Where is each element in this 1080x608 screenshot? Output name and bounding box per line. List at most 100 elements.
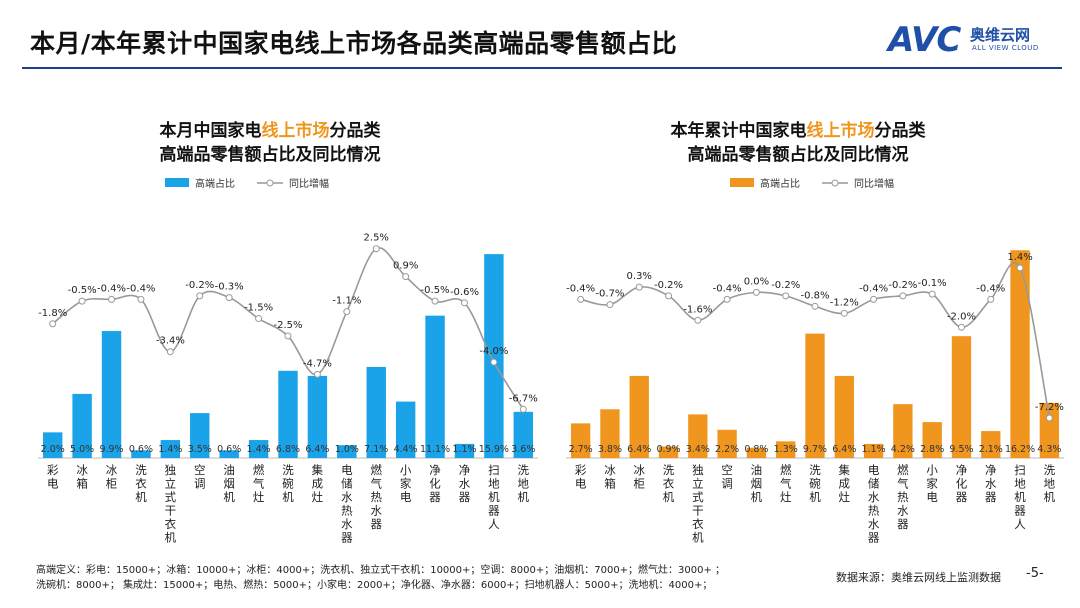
ytd-line-label-12: -0.1%: [918, 278, 947, 289]
monthly-category-label-15: 扫地机器人: [488, 463, 500, 531]
monthly-category-char: 地: [518, 477, 530, 491]
monthly-bar-3: [131, 450, 151, 458]
ytd-category-label-12: 小家电: [926, 463, 938, 504]
monthly-legend-bar-swatch: [165, 178, 189, 187]
footnote-line-2: 洗碗机：8000+； 集成灶：15000+；电热、燃热：5000+；小家电：20…: [36, 580, 713, 591]
monthly-category-char: 干: [165, 504, 177, 518]
monthly-line-point-15: [490, 358, 498, 366]
monthly-category-char: 集: [312, 463, 324, 477]
monthly-bar-label-1: 5.0%: [70, 444, 94, 455]
monthly-category-char: 气: [253, 477, 265, 491]
ytd-bar-label-13: 9.5%: [949, 444, 973, 455]
ytd-bar-14: [981, 431, 1001, 458]
monthly-bar-9: [307, 375, 328, 458]
monthly-bar-label-2: 9.9%: [99, 444, 123, 455]
monthly-legend-line-marker: [266, 179, 274, 187]
ytd-category-char: 扫: [1014, 463, 1026, 477]
ytd-bar-16: [1039, 402, 1060, 458]
ytd-category-label-15: 扫地机器人: [1014, 463, 1026, 531]
ytd-bar-2: [629, 375, 649, 458]
ytd-line-label-5: -0.4%: [713, 283, 742, 294]
ytd-category-label-9: 集成灶: [839, 463, 851, 504]
monthly-category-label-12: 小家电: [400, 463, 412, 504]
ytd-category-char: 人: [1014, 517, 1026, 531]
monthly-bar-label-8: 6.8%: [276, 444, 300, 455]
ytd-legend-line-marker: [831, 179, 839, 187]
monthly-category-char: 水: [459, 477, 471, 491]
ytd-line-label-2: 0.3%: [627, 271, 652, 282]
ytd-category-char: 热: [868, 504, 880, 518]
monthly-line-label-5: -0.2%: [185, 280, 214, 291]
ytd-bar-4: [688, 414, 708, 458]
ytd-category-label-2: 冰柜: [633, 463, 645, 491]
monthly-bar-label-7: 1.4%: [247, 444, 271, 455]
ytd-category-char: 净: [956, 463, 968, 477]
monthly-category-char: 衣: [165, 517, 177, 531]
ytd-line-label-11: -0.2%: [888, 280, 917, 291]
ytd-category-label-4: 独立式干衣机: [692, 463, 704, 545]
ytd-category-char: 灶: [839, 490, 851, 504]
monthly-category-char: 式: [165, 490, 177, 504]
ytd-line-label-14: -0.4%: [976, 283, 1005, 294]
ytd-category-char: 储: [868, 477, 880, 491]
ytd-bar-label-12: 2.8%: [920, 444, 944, 455]
ytd-category-char: 柜: [633, 477, 645, 491]
ytd-category-char: 电: [926, 490, 938, 504]
ytd-category-char: 器: [868, 531, 880, 545]
ytd-category-char: 机: [1044, 490, 1056, 504]
monthly-line-point-0: [49, 320, 57, 328]
monthly-line-point-1: [78, 297, 86, 305]
ytd-category-label-0: 彩电: [575, 463, 587, 491]
monthly-category-char: 洗: [282, 463, 294, 477]
monthly-category-char: 扫: [488, 463, 500, 477]
ytd-category-char: 衣: [692, 517, 704, 531]
ytd-category-char: 洗: [1044, 463, 1056, 477]
monthly-bar-label-15: 15.9%: [479, 444, 509, 455]
monthly-bar-label-0: 2.0%: [41, 444, 65, 455]
monthly-category-char: 机: [488, 490, 500, 504]
monthly-category-char: 器: [370, 517, 382, 531]
ytd-line-point-16: [1045, 414, 1053, 422]
ytd-category-label-10: 电储水热水器: [868, 463, 880, 545]
ytd-category-char: 碗: [809, 477, 821, 491]
monthly-category-char: 地: [488, 477, 500, 491]
monthly-bar-label-12: 4.4%: [394, 444, 418, 455]
ytd-line-label-15: 1.4%: [1007, 252, 1032, 263]
ytd-line-label-9: -1.2%: [830, 297, 859, 308]
monthly-category-char: 冰: [76, 463, 88, 477]
ytd-bar-label-7: 1.3%: [774, 444, 798, 455]
ytd-line-point-15: [1016, 264, 1024, 272]
monthly-bar-label-11: 7.1%: [364, 444, 388, 455]
header: 本月/本年累计中国家电线上市场各品类高端品零售额占比 AVC 奥维云网 ALL …: [0, 0, 1080, 70]
monthly-line-point-8: [284, 332, 292, 340]
monthly-category-char: 电: [400, 490, 412, 504]
ytd-category-char: 油: [751, 463, 763, 477]
ytd-line-label-10: -0.4%: [859, 283, 888, 294]
monthly-category-char: 人: [488, 517, 500, 531]
ytd-category-label-11: 燃气热水器: [897, 463, 909, 531]
ytd-category-label-8: 洗碗机: [809, 463, 821, 504]
monthly-line-point-16: [519, 405, 527, 413]
ytd-line-label-1: -0.7%: [595, 289, 624, 300]
monthly-category-label-4: 独立式干衣机: [165, 463, 177, 545]
monthly-line-label-12: 0.9%: [393, 261, 418, 272]
ytd-bar-8: [805, 333, 825, 458]
ytd-category-char: 冰: [604, 463, 616, 477]
monthly-category-char: 水: [341, 490, 353, 504]
monthly-bar-label-16: 3.6%: [511, 444, 535, 455]
monthly-line-point-11: [372, 245, 380, 253]
monthly-line-label-10: -1.1%: [332, 296, 361, 307]
ytd-category-char: 机: [751, 490, 763, 504]
ytd-line-label-7: -0.2%: [771, 280, 800, 291]
monthly-line-point-7: [255, 315, 263, 323]
ytd-line-point-3: [665, 292, 673, 300]
monthly-bar-7: [248, 440, 269, 458]
monthly-category-char: 器: [488, 504, 500, 518]
monthly-chart-title-line2: 高端品零售额占比及同比情况: [160, 144, 381, 165]
ytd-category-char: 器: [985, 490, 997, 504]
ytd-category-char: 气: [780, 477, 792, 491]
ytd-line-point-7: [782, 292, 790, 300]
monthly-line-label-1: -0.5%: [68, 285, 97, 296]
monthly-chart-title-line1: 本月中国家电线上市场分品类: [160, 120, 382, 141]
